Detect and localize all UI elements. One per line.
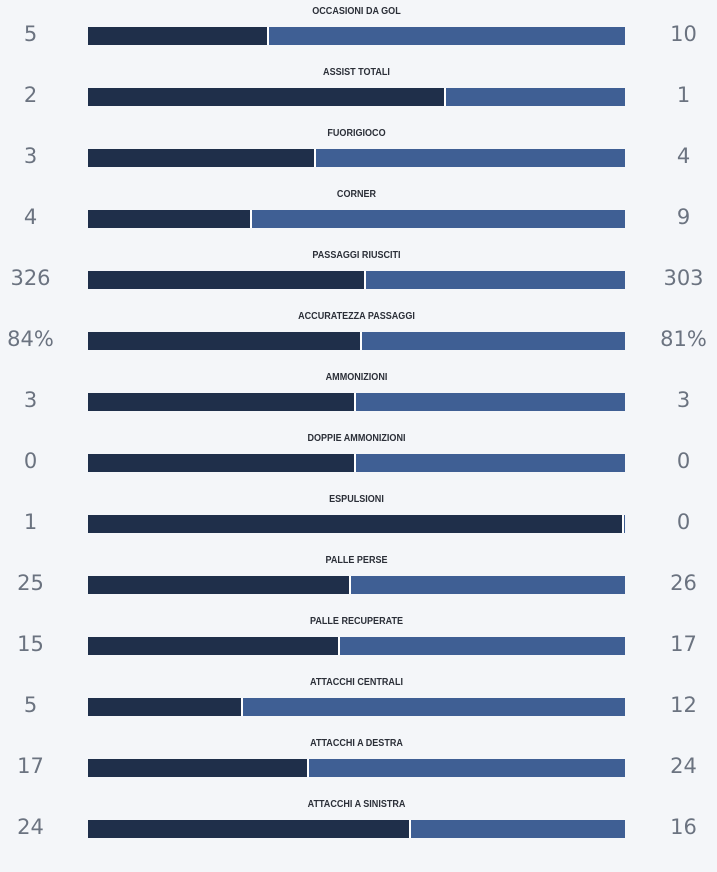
bar-divider bbox=[267, 27, 269, 45]
home-bar-fill bbox=[88, 759, 307, 777]
comparison-bar bbox=[88, 210, 625, 228]
home-value: 5 bbox=[23, 693, 38, 717]
home-bar-fill bbox=[88, 332, 360, 350]
away-value: 303 bbox=[663, 266, 704, 290]
away-value: 9 bbox=[676, 205, 691, 229]
comparison-bar bbox=[88, 759, 625, 777]
home-bar-fill bbox=[88, 27, 267, 45]
away-value: 3 bbox=[676, 388, 691, 412]
comparison-bar bbox=[88, 393, 625, 411]
comparison-bar bbox=[88, 515, 625, 533]
home-bar-fill bbox=[88, 271, 364, 289]
comparison-bar bbox=[88, 149, 625, 167]
comparison-bar bbox=[88, 332, 625, 350]
away-value: 24 bbox=[670, 754, 697, 778]
stat-label: AMMONIZIONI bbox=[325, 371, 388, 383]
home-value: 5 bbox=[23, 22, 38, 46]
bar-divider bbox=[349, 576, 351, 594]
away-value: 1 bbox=[676, 83, 691, 107]
stat-row: PALLE PERSE 25 26 bbox=[0, 549, 717, 610]
away-value: 0 bbox=[676, 510, 691, 534]
comparison-bar bbox=[88, 454, 625, 472]
home-value: 3 bbox=[23, 388, 38, 412]
stat-row: AMMONIZIONI 3 3 bbox=[0, 366, 717, 427]
stat-row: FUORIGIOCO 3 4 bbox=[0, 122, 717, 183]
bar-divider bbox=[622, 515, 624, 533]
stat-label: ESPULSIONI bbox=[329, 493, 384, 505]
stat-row: ATTACCHI A SINISTRA 24 16 bbox=[0, 793, 717, 854]
stat-row: DOPPIE AMMONIZIONI 0 0 bbox=[0, 427, 717, 488]
stat-label: ATTACCHI A SINISTRA bbox=[307, 798, 406, 810]
bar-divider bbox=[444, 88, 446, 106]
home-value: 2 bbox=[23, 83, 38, 107]
away-value: 4 bbox=[676, 144, 691, 168]
comparison-bar bbox=[88, 27, 625, 45]
bar-divider bbox=[364, 271, 366, 289]
away-value: 12 bbox=[670, 693, 697, 717]
stat-label: PASSAGGI RIUSCITI bbox=[312, 249, 401, 261]
home-bar-fill bbox=[88, 576, 349, 594]
stat-row: ASSIST TOTALI 2 1 bbox=[0, 61, 717, 122]
bar-divider bbox=[241, 698, 243, 716]
home-value: 1 bbox=[23, 510, 38, 534]
bar-divider bbox=[250, 210, 252, 228]
comparison-bar bbox=[88, 637, 625, 655]
bar-divider bbox=[354, 454, 356, 472]
bar-divider bbox=[360, 332, 362, 350]
home-value: 326 bbox=[10, 266, 51, 290]
comparison-bar bbox=[88, 576, 625, 594]
stat-row: PASSAGGI RIUSCITI 326 303 bbox=[0, 244, 717, 305]
home-bar-fill bbox=[88, 88, 444, 106]
bar-divider bbox=[307, 759, 309, 777]
comparison-bar bbox=[88, 820, 625, 838]
home-value: 0 bbox=[23, 449, 38, 473]
home-bar-fill bbox=[88, 210, 250, 228]
home-bar-fill bbox=[88, 149, 314, 167]
bar-divider bbox=[354, 393, 356, 411]
stat-label: ACCURATEZZA PASSAGGI bbox=[298, 310, 415, 322]
home-value: 25 bbox=[17, 571, 44, 595]
away-value: 17 bbox=[670, 632, 697, 656]
stat-label: ATTACCHI A DESTRA bbox=[310, 737, 403, 749]
home-bar-fill bbox=[88, 515, 622, 533]
home-value: 4 bbox=[23, 205, 38, 229]
home-bar-fill bbox=[88, 698, 241, 716]
stat-label: PALLE PERSE bbox=[325, 554, 388, 566]
home-bar-fill bbox=[88, 820, 409, 838]
stat-row: ACCURATEZZA PASSAGGI 84% 81% bbox=[0, 305, 717, 366]
stat-row: ATTACCHI CENTRALI 5 12 bbox=[0, 671, 717, 732]
stat-label: CORNER bbox=[336, 188, 377, 200]
stat-row: ESPULSIONI 1 0 bbox=[0, 488, 717, 549]
comparison-bar bbox=[88, 88, 625, 106]
home-value: 17 bbox=[17, 754, 44, 778]
stat-row: CORNER 4 9 bbox=[0, 183, 717, 244]
home-value: 84% bbox=[7, 327, 54, 351]
away-value: 26 bbox=[670, 571, 697, 595]
stat-label: OCCASIONI DA GOL bbox=[312, 5, 401, 17]
comparison-bar bbox=[88, 271, 625, 289]
stat-label: FUORIGIOCO bbox=[327, 127, 386, 139]
bar-divider bbox=[314, 149, 316, 167]
home-bar-fill bbox=[88, 454, 354, 472]
stat-row: ATTACCHI A DESTRA 17 24 bbox=[0, 732, 717, 793]
bar-divider bbox=[338, 637, 340, 655]
stat-row: PALLE RECUPERATE 15 17 bbox=[0, 610, 717, 671]
home-value: 24 bbox=[17, 815, 44, 839]
away-value: 81% bbox=[660, 327, 707, 351]
home-bar-fill bbox=[88, 637, 338, 655]
home-value: 15 bbox=[17, 632, 44, 656]
home-value: 3 bbox=[23, 144, 38, 168]
comparison-bar bbox=[88, 698, 625, 716]
stat-row: OCCASIONI DA GOL 5 10 bbox=[0, 0, 717, 61]
stat-label: ATTACCHI CENTRALI bbox=[310, 676, 403, 688]
stat-label: ASSIST TOTALI bbox=[323, 66, 390, 78]
stat-label: PALLE RECUPERATE bbox=[310, 615, 403, 627]
home-bar-fill bbox=[88, 393, 354, 411]
away-value: 10 bbox=[670, 22, 697, 46]
away-value: 0 bbox=[676, 449, 691, 473]
stat-label: DOPPIE AMMONIZIONI bbox=[307, 432, 406, 444]
bar-divider bbox=[409, 820, 411, 838]
away-value: 16 bbox=[670, 815, 697, 839]
